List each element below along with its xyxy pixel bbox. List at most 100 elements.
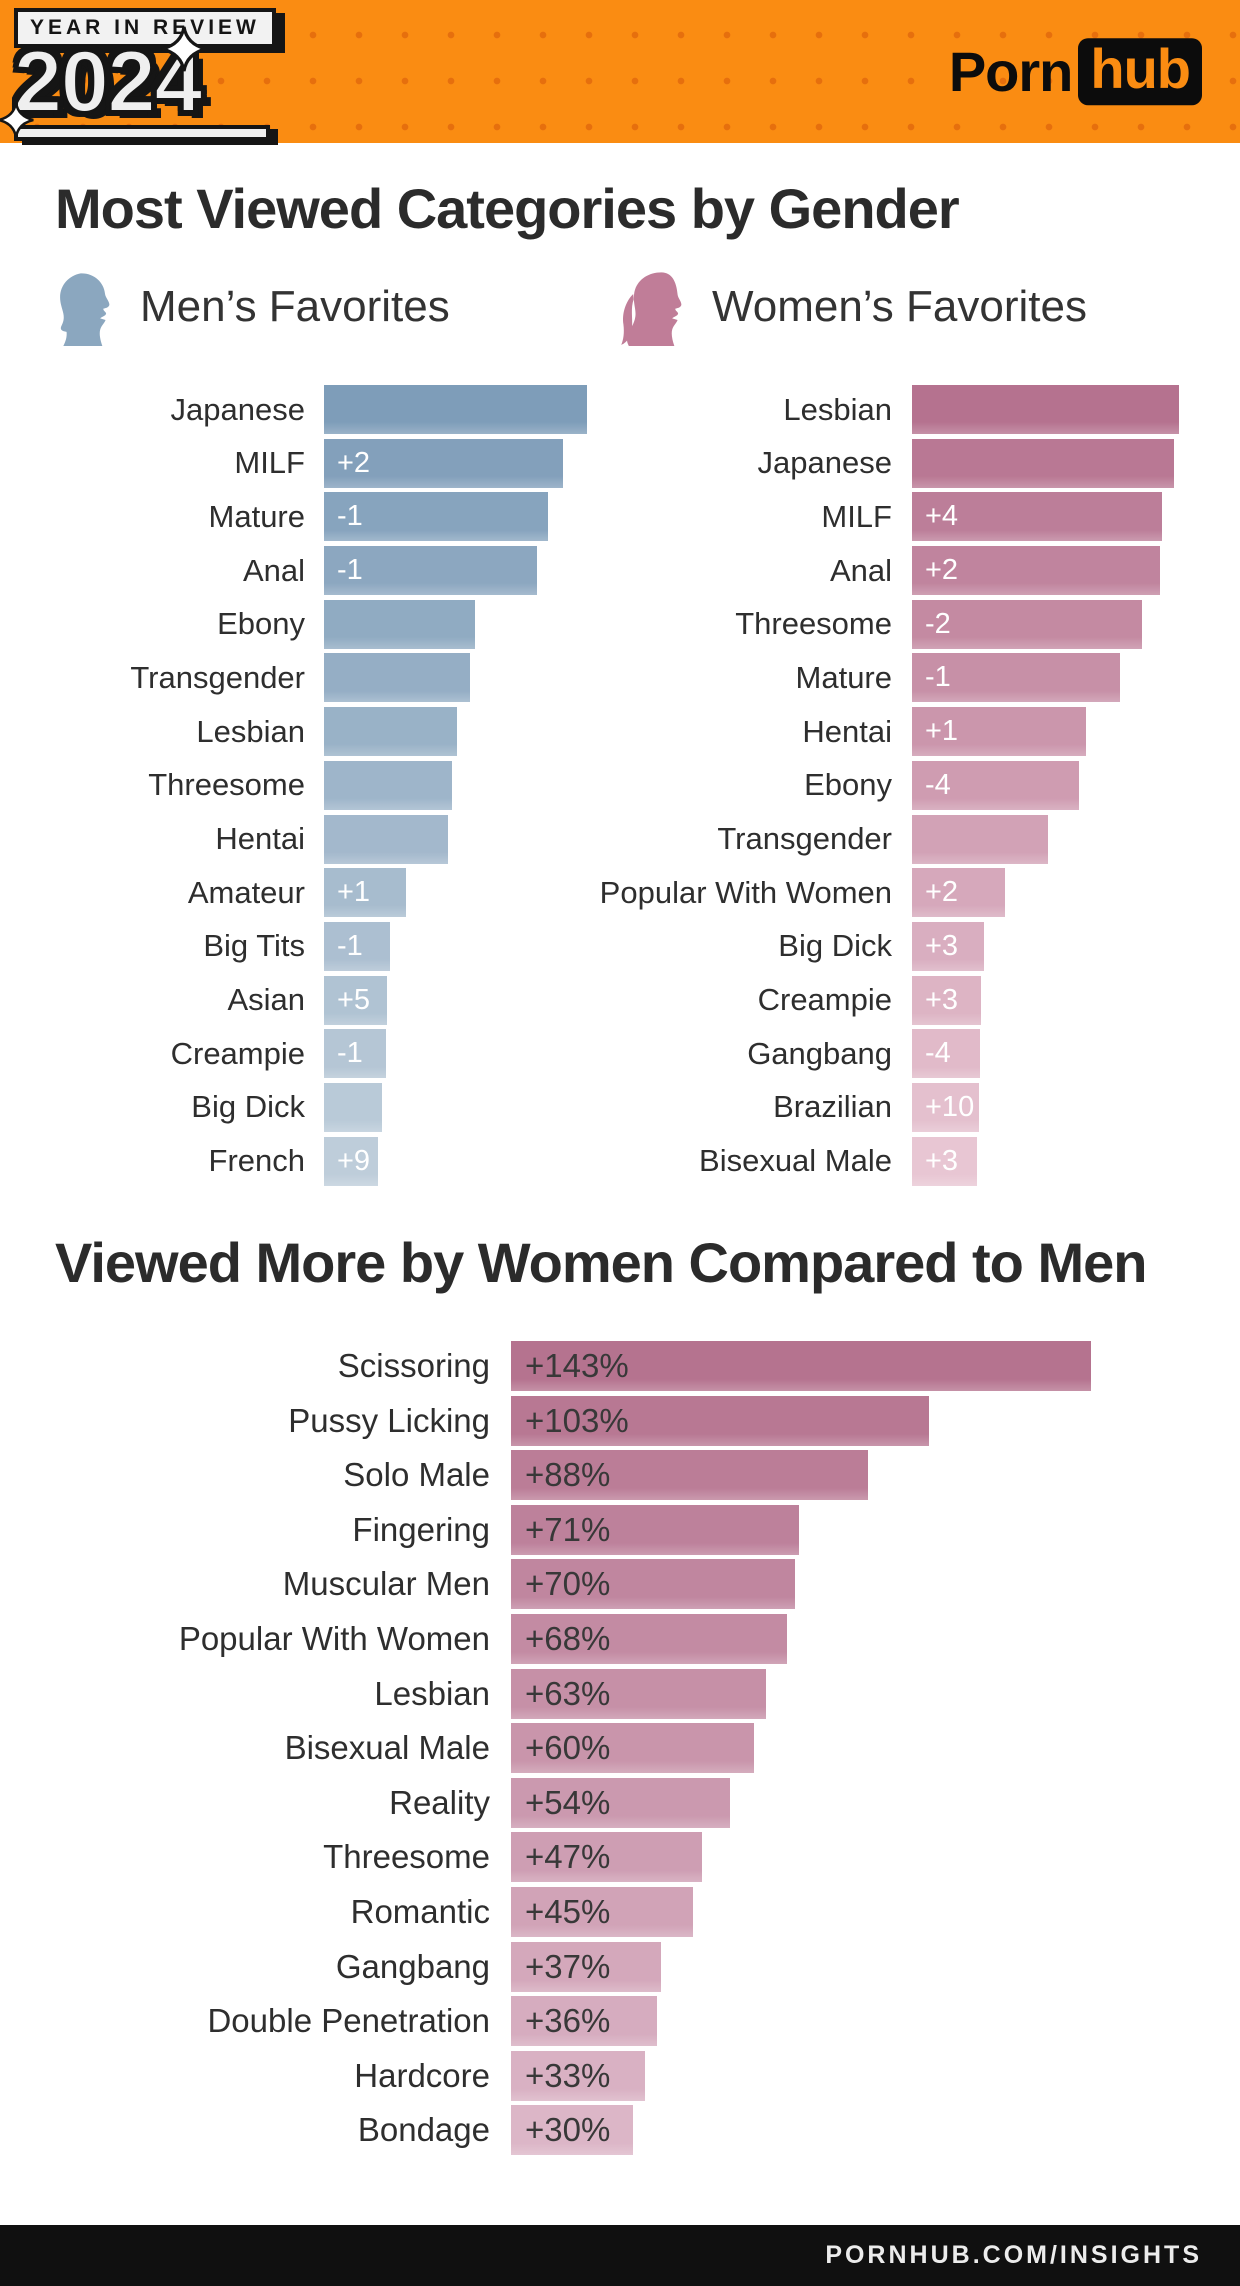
womens-favorites-label: Women’s Favorites xyxy=(712,282,1087,331)
category-bar xyxy=(324,653,470,703)
category-label: Japanese xyxy=(757,445,892,481)
chart-row: Muscular Men +70% xyxy=(85,1559,1240,1610)
value-badge: +3 xyxy=(925,1144,959,1177)
category-label: Threesome xyxy=(735,606,892,642)
category-bar xyxy=(324,760,452,810)
category-label: Transgender xyxy=(130,659,305,695)
category-label: Popular With Women xyxy=(178,1619,490,1657)
value-badge: +54% xyxy=(525,1783,611,1821)
value-badge: +60% xyxy=(525,1729,611,1767)
header-banner: YEAR IN REVIEW 2024 Porn hub xyxy=(0,0,1240,143)
category-bar: -1 xyxy=(324,492,548,542)
section2-title: Viewed More by Women Compared to Men xyxy=(55,1231,1147,1294)
value-badge: -4 xyxy=(925,768,951,801)
category-label: Hentai xyxy=(802,713,892,749)
value-badge: +70% xyxy=(525,1565,611,1603)
category-label: Gangbang xyxy=(747,1035,892,1071)
category-bar: -1 xyxy=(324,546,537,596)
value-badge: +30% xyxy=(525,2111,611,2149)
value-badge: +1 xyxy=(925,715,959,748)
category-bar: +103% xyxy=(511,1395,929,1446)
category-bar: +2 xyxy=(912,868,1005,918)
category-bar: +37% xyxy=(511,1941,661,1992)
chart-row: Reality +54% xyxy=(85,1777,1240,1828)
womens-favorites-header: Women’s Favorites xyxy=(618,265,1087,349)
chart-row: Popular With Women +2 xyxy=(520,868,1179,918)
value-badge: -1 xyxy=(337,500,363,533)
sparkle-icon xyxy=(161,26,207,72)
value-badge: +36% xyxy=(525,2002,611,2040)
category-bar: +4 xyxy=(912,492,1162,542)
category-bar: +71% xyxy=(511,1504,799,1555)
value-badge: +2 xyxy=(337,446,371,479)
category-bar: +88% xyxy=(511,1450,868,1501)
category-bar: -4 xyxy=(912,760,1079,810)
category-bar: +2 xyxy=(912,546,1160,596)
category-bar: +143% xyxy=(511,1341,1091,1391)
category-bar: +47% xyxy=(511,1832,702,1883)
category-label: Romantic xyxy=(350,1892,490,1930)
category-bar: -1 xyxy=(912,653,1120,703)
category-bar: +9 xyxy=(324,1136,378,1186)
value-badge: +5 xyxy=(337,983,371,1016)
value-badge: -1 xyxy=(337,929,363,962)
year-2024-logo: 2024 xyxy=(0,26,207,138)
womens-favorites-chart: Lesbian Japanese MILF +4 Anal +2 Threeso… xyxy=(520,385,1179,1190)
chart-row: Big Dick +3 xyxy=(520,921,1179,971)
value-badge: +71% xyxy=(525,1510,611,1548)
category-label: French xyxy=(208,1143,305,1179)
value-badge: -2 xyxy=(925,607,951,640)
chart-row: Bisexual Male +60% xyxy=(85,1723,1240,1774)
male-silhouette-icon xyxy=(60,273,110,346)
value-badge: +45% xyxy=(525,1892,611,1930)
value-badge: +103% xyxy=(525,1401,629,1439)
pornhub-logo: Porn hub xyxy=(949,38,1202,106)
category-bar: -1 xyxy=(324,1029,386,1079)
chart-row: Creampie -1 xyxy=(15,1029,587,1079)
category-label: Muscular Men xyxy=(282,1565,490,1603)
category-label: Bisexual Male xyxy=(284,1729,490,1767)
category-label: Hardcore xyxy=(354,2056,490,2094)
category-bar: -4 xyxy=(912,1029,980,1079)
category-bar xyxy=(324,385,587,434)
category-label: Lesbian xyxy=(783,391,892,427)
category-label: Solo Male xyxy=(343,1456,490,1494)
chart-row: Romantic +45% xyxy=(85,1886,1240,1937)
category-label: Threesome xyxy=(323,1838,490,1876)
category-bar: +60% xyxy=(511,1723,754,1774)
chart-row: Japanese xyxy=(15,385,587,434)
gender-favorites-charts: Japanese MILF +2 Mature -1 Anal -1 Ebony… xyxy=(0,385,1240,1197)
category-bar: +36% xyxy=(511,1996,657,2047)
chart-row: Fingering +71% xyxy=(85,1504,1240,1555)
category-label: Bisexual Male xyxy=(699,1143,892,1179)
value-badge: +143% xyxy=(525,1347,629,1384)
category-label: Fingering xyxy=(352,1510,490,1548)
category-bar xyxy=(912,385,1179,434)
value-badge: +10 xyxy=(925,1090,975,1123)
mens-favorites-header: Men’s Favorites xyxy=(46,265,450,349)
category-label: Scissoring xyxy=(337,1347,490,1384)
value-badge: +63% xyxy=(525,1674,611,1712)
category-label: Creampie xyxy=(757,982,892,1018)
category-bar xyxy=(324,707,457,757)
value-badge: +9 xyxy=(337,1144,371,1177)
category-label: Threesome xyxy=(148,767,305,803)
category-bar: +1 xyxy=(324,868,406,918)
category-label: Lesbian xyxy=(196,713,305,749)
value-badge: +47% xyxy=(525,1838,611,1876)
category-bar: +2 xyxy=(324,438,563,488)
value-badge: +2 xyxy=(925,554,959,587)
favorites-headers: Men’s Favorites Women’s Favorites xyxy=(0,265,1240,349)
category-bar: +68% xyxy=(511,1613,787,1664)
category-label: Asian xyxy=(227,982,305,1018)
category-label: Hentai xyxy=(215,821,305,856)
chart-row: Asian +5 xyxy=(15,975,587,1025)
category-bar: +63% xyxy=(511,1668,766,1719)
chart-row: Hentai +1 xyxy=(520,707,1179,757)
insights-url: PORNHUB.COM/INSIGHTS xyxy=(825,2241,1202,2269)
category-label: Amateur xyxy=(187,874,305,910)
chart-row: Mature -1 xyxy=(15,492,587,542)
chart-row: Gangbang +37% xyxy=(85,1941,1240,1992)
chart-row: Ebony xyxy=(15,599,587,649)
value-badge: +3 xyxy=(925,929,959,962)
